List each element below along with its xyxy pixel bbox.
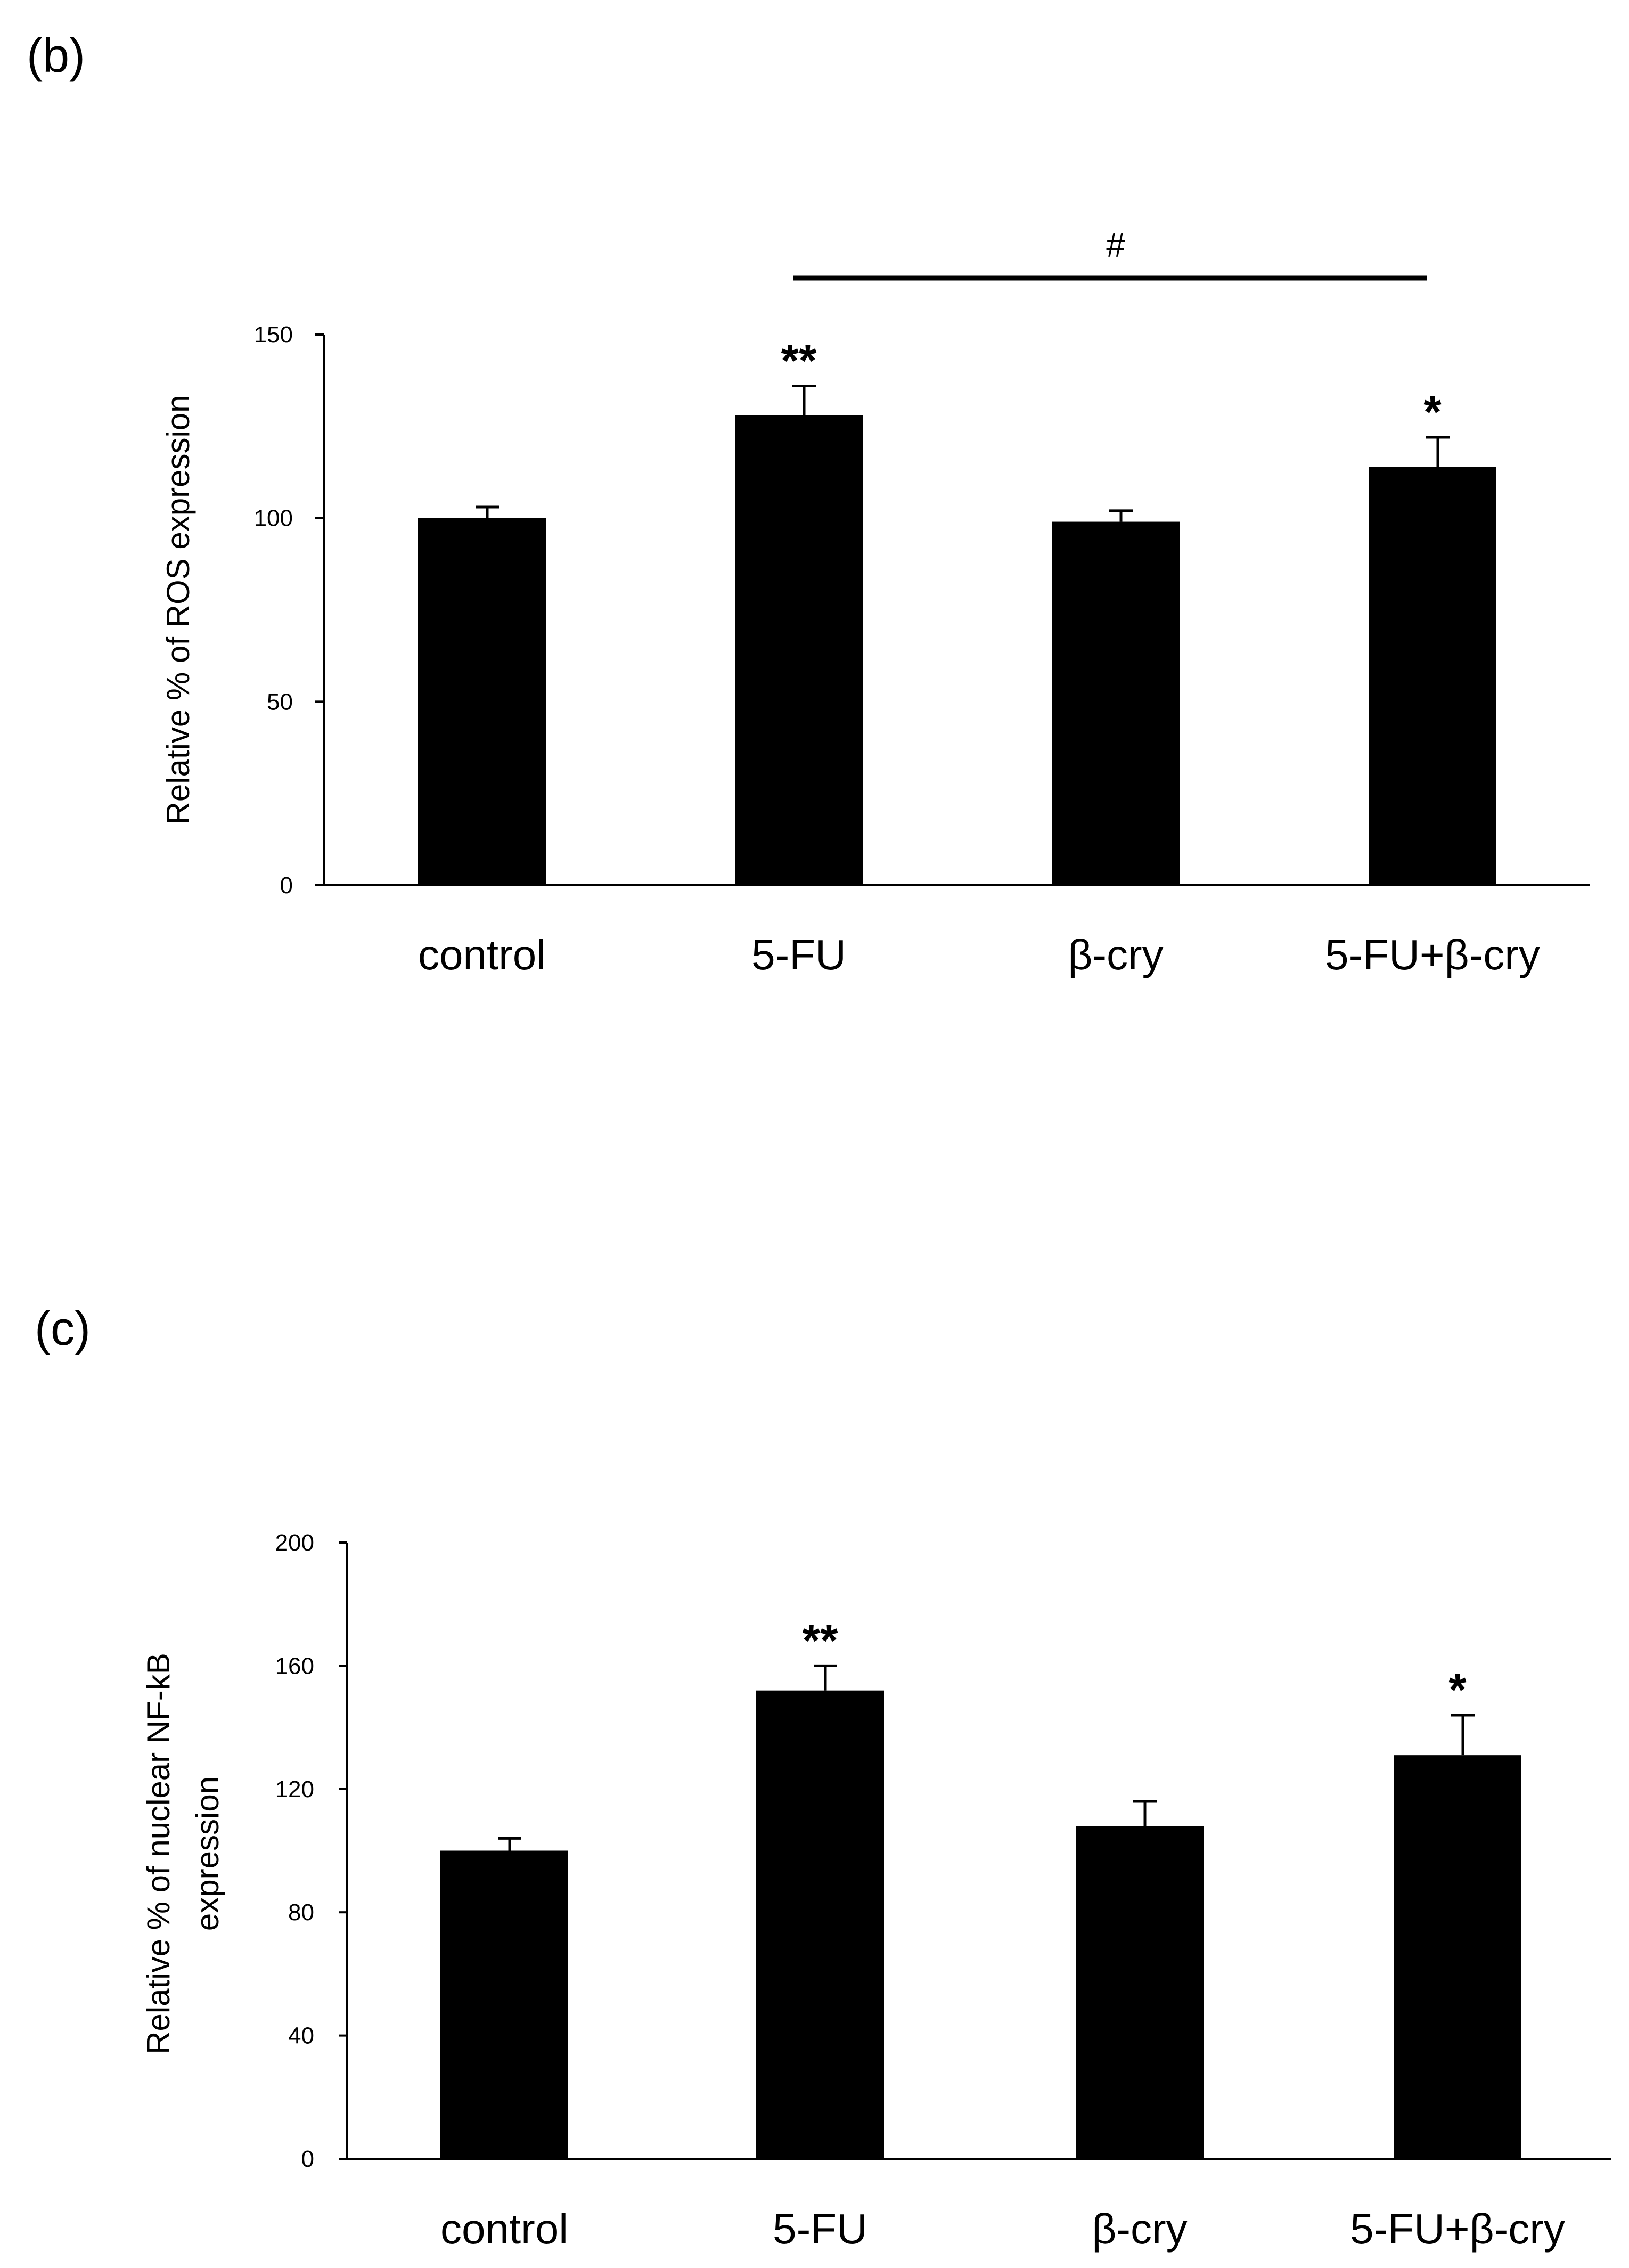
bar-β-cry bbox=[1076, 1826, 1204, 2159]
y-tick-label: 50 bbox=[267, 689, 293, 715]
category-label: control bbox=[418, 931, 546, 978]
panel-b-bars: *** bbox=[418, 336, 1496, 885]
comparison-mark: # bbox=[1106, 226, 1125, 264]
y-tick-label: 80 bbox=[288, 1899, 314, 1926]
bar-control bbox=[440, 1850, 568, 2159]
category-label: control bbox=[440, 2205, 568, 2253]
y-tick-label: 120 bbox=[275, 1776, 314, 1802]
category-label: β-cry bbox=[1092, 2205, 1187, 2253]
y-tick-label: 150 bbox=[254, 322, 293, 348]
panel-c-categories: control 5-FU β-cry 5-FU+β-cry bbox=[440, 2205, 1565, 2253]
bar-β-cry bbox=[1052, 521, 1180, 885]
bar-5-FU+β-cry bbox=[1394, 1755, 1521, 2159]
y-tick-label: 200 bbox=[275, 1530, 314, 1556]
panel-c-y-ticks: 0 40 80 120 160 200 bbox=[275, 1530, 347, 2172]
panel-b-y-label: Relative % of ROS expression bbox=[160, 395, 196, 825]
panel-b-label: (b) bbox=[27, 29, 85, 83]
significance-mark: * bbox=[1423, 387, 1442, 438]
y-tick-label: 100 bbox=[254, 505, 293, 532]
category-label: 5-FU bbox=[773, 2205, 867, 2253]
y-tick-label: 40 bbox=[288, 2023, 314, 2049]
bar-control bbox=[418, 518, 546, 885]
bar-5-FU bbox=[756, 1690, 884, 2159]
category-label: 5-FU bbox=[751, 931, 846, 978]
y-tick-label: 0 bbox=[301, 2146, 314, 2172]
panel-c-bars: *** bbox=[440, 1615, 1521, 2159]
bar-5-FU bbox=[735, 415, 863, 885]
category-label: 5-FU+β-cry bbox=[1350, 2205, 1565, 2253]
panel-b-comparison: # bbox=[793, 226, 1427, 281]
significance-mark: * bbox=[1448, 1665, 1467, 1716]
significance-mark: ** bbox=[781, 336, 817, 387]
y-tick-label: 0 bbox=[280, 872, 293, 899]
significance-mark: ** bbox=[803, 1615, 838, 1666]
panel-b-categories: control 5-FU β-cry 5-FU+β-cry bbox=[418, 931, 1540, 978]
y-tick-label: 160 bbox=[275, 1653, 314, 1679]
panel-b-y-ticks: 0 50 100 150 bbox=[254, 322, 324, 899]
category-label: β-cry bbox=[1068, 931, 1163, 978]
panel-c-label: (c) bbox=[35, 1302, 91, 1356]
panel-c-y-label-line2: expression bbox=[190, 1776, 225, 1931]
panel-c-y-label-line1: Relative % of nuclear NF-kB bbox=[141, 1653, 176, 2054]
bar-5-FU+β-cry bbox=[1369, 467, 1496, 885]
category-label: 5-FU+β-cry bbox=[1325, 931, 1540, 978]
